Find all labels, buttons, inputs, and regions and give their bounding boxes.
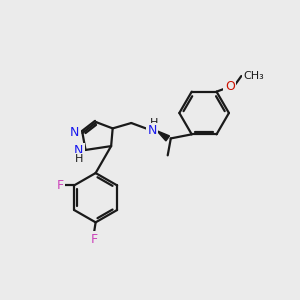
Text: H: H — [150, 118, 158, 128]
Text: F: F — [91, 233, 98, 246]
Text: CH₃: CH₃ — [243, 71, 264, 81]
Text: N: N — [148, 124, 157, 137]
Text: F: F — [57, 179, 64, 192]
Text: N: N — [74, 144, 83, 157]
Text: O: O — [225, 80, 235, 93]
Polygon shape — [157, 131, 169, 141]
Text: H: H — [74, 154, 83, 164]
Text: N: N — [70, 126, 80, 139]
